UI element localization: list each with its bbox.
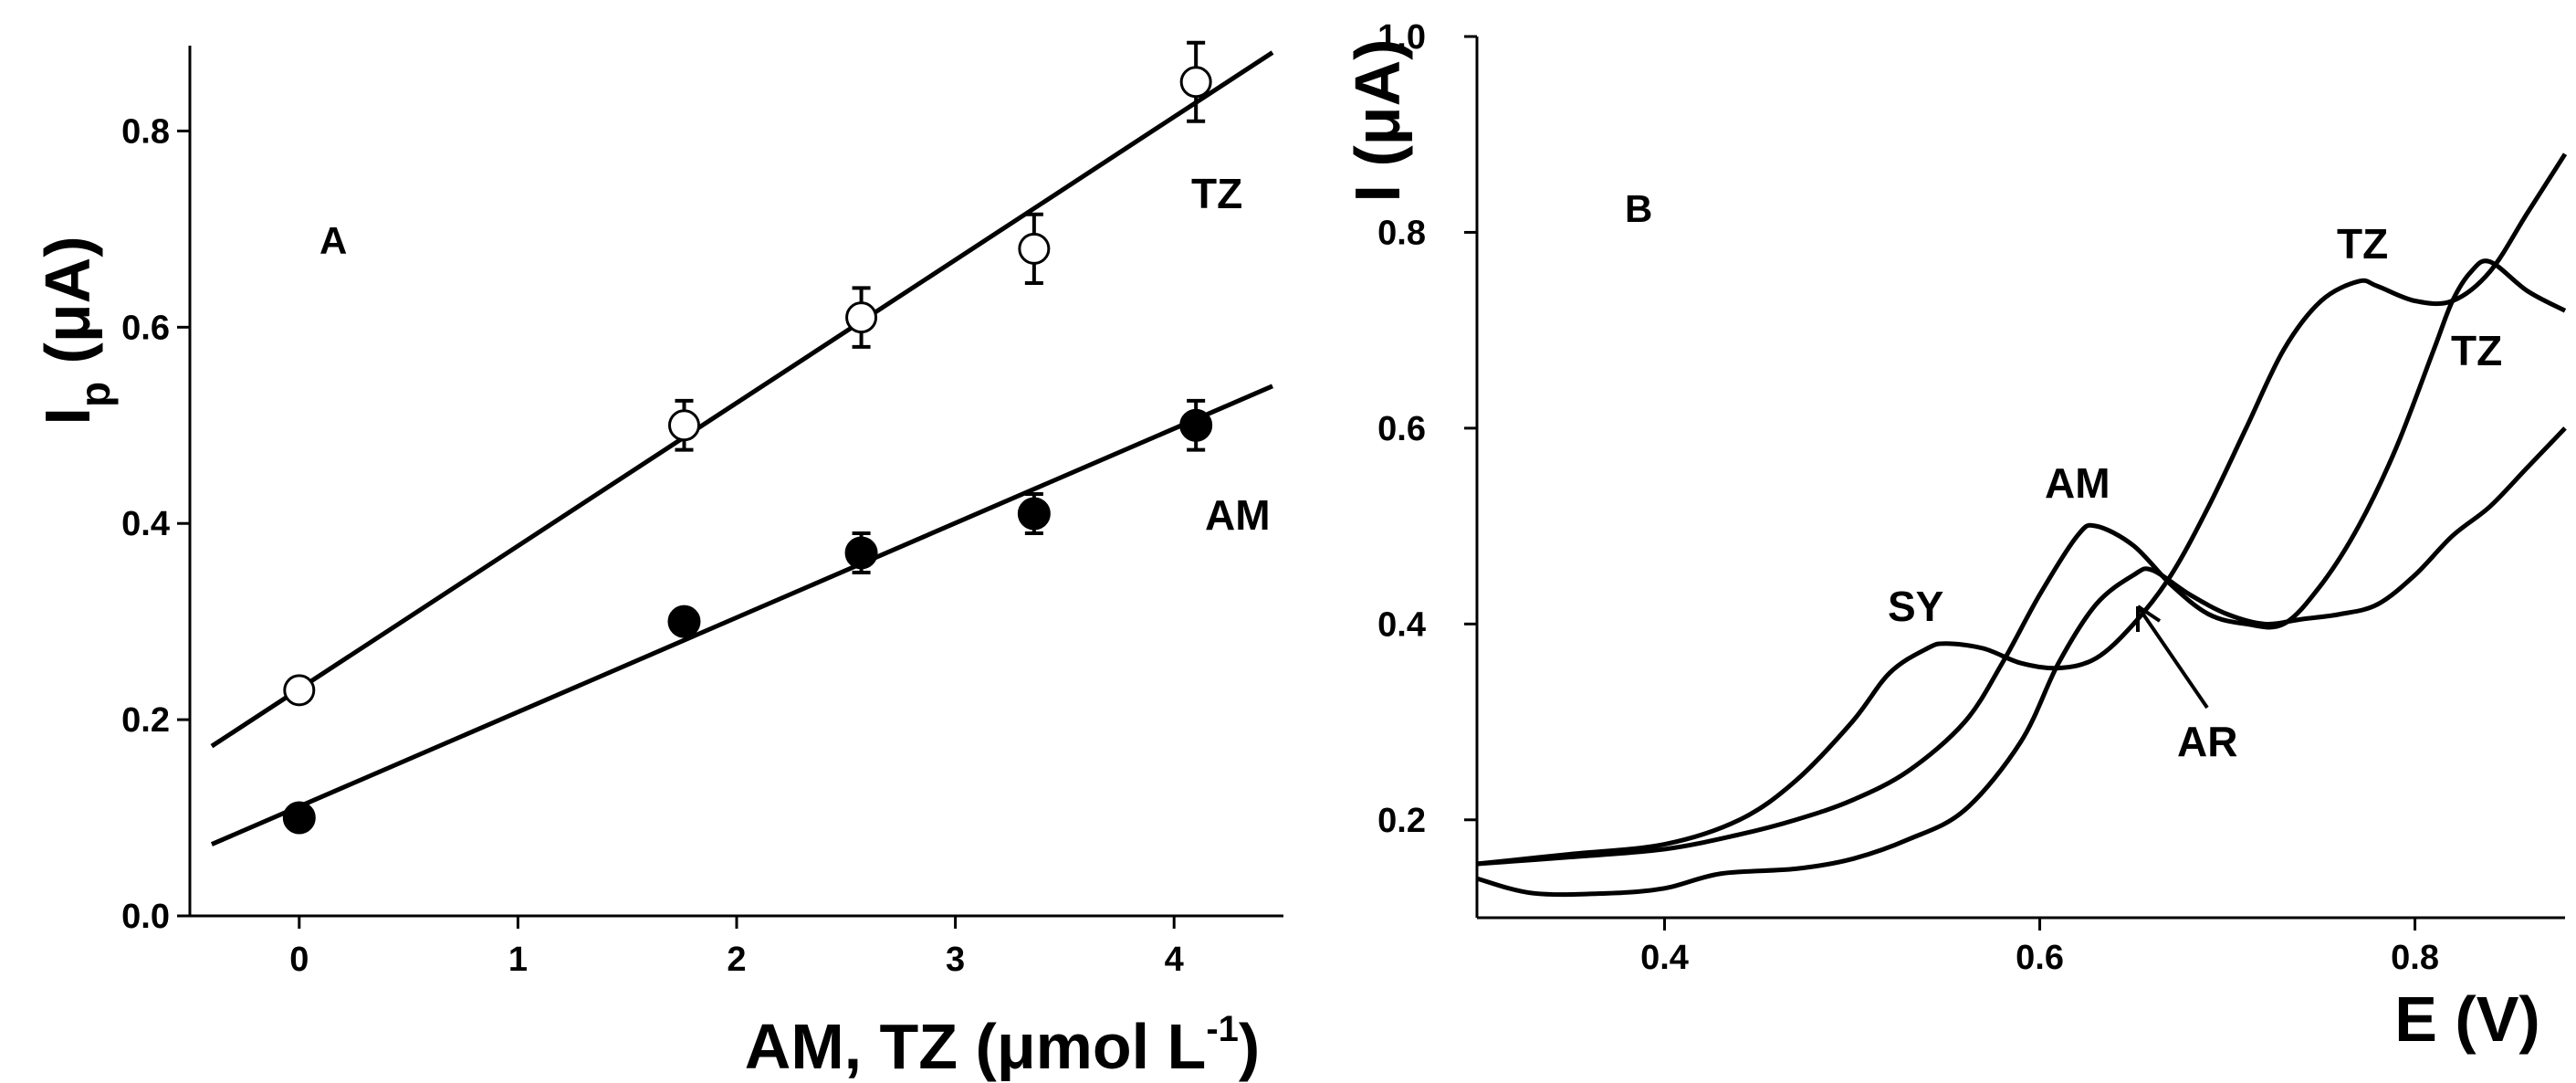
- panel-a-x-tick-label: 3: [946, 941, 965, 979]
- panel-a-y-tick-label: 0.4: [121, 505, 170, 543]
- panel-a-y-tick-label: 0.0: [121, 898, 170, 936]
- panel-a-fit-line-am: [210, 384, 1274, 846]
- panel-b-annotation-tz-2: TZ: [2451, 327, 2502, 374]
- panel-b-x-tick-label: 0.4: [1640, 939, 1689, 977]
- panel-a-label: A: [319, 219, 347, 262]
- panel-a-series-tz-label: TZ: [1191, 170, 1242, 217]
- panel-a-x-tick-label: 4: [1165, 941, 1184, 979]
- panel-b-label: B: [1625, 187, 1652, 230]
- panel-b-x-axis-title: E (V): [2394, 983, 2539, 1055]
- panel-a-y-axis-title: Ip (μA): [32, 236, 119, 425]
- panel-a-point-tz: [1018, 232, 1051, 265]
- panel-a-point-tz: [1179, 66, 1212, 99]
- panel-b-curve-3: [1476, 426, 2567, 898]
- panel-a-point-am: [844, 536, 878, 570]
- panel-a-point-am: [1179, 408, 1213, 442]
- panel-a-point-am: [1017, 497, 1051, 531]
- panel-b-y-axis-title: I (μA): [1342, 39, 1413, 203]
- panel-b-ar-arrow: [2136, 605, 2209, 710]
- panel-a-point-tz: [845, 301, 878, 334]
- panel-b-annotation-sy: SY: [1888, 583, 1943, 630]
- panel-b-y-tick-label: 0.2: [1377, 802, 1426, 840]
- panel-a-marks: [210, 40, 1274, 846]
- panel-a-fit-line-tz: [210, 50, 1274, 749]
- panel-a-ticks: 0 1 2 3 4 0.0 0.2 0.4 0.6 0.8: [121, 112, 1184, 979]
- panel-b-y-tick-label: 0.8: [1377, 214, 1426, 252]
- panel-b-y-tick-label: 0.4: [1377, 605, 1426, 644]
- panel-b-x-tick-label: 0.6: [2016, 939, 2064, 977]
- panel-a-y-tick-label: 0.6: [121, 309, 170, 347]
- panel-a-point-tz: [283, 674, 316, 707]
- panel-a-x-tick-label: 0: [289, 941, 309, 979]
- panel-a-chart: 0 1 2 3 4 0.0 0.2 0.4 0.6 0.8 A TZ AM AM, TZ (μmo…: [32, 40, 1283, 1082]
- panel-a-point-am: [282, 801, 316, 835]
- panel-b-annotation-ar: AR: [2177, 718, 2237, 765]
- panel-b-y-tick-label: 1.0: [1377, 18, 1426, 57]
- panel-a-y-tick-label: 0.2: [121, 701, 170, 740]
- panel-b-curve-1: [1476, 152, 2568, 867]
- panel-b-chart: 0.4 0.6 0.8 0.2 0.4 0.6 0.8 1.0 B SY AM TZ TZ A…: [1342, 18, 2568, 1055]
- panel-a-point-am: [667, 605, 701, 638]
- panel-b-annotation-tz-1: TZ: [2337, 220, 2388, 268]
- panel-a-x-tick-label: 2: [727, 941, 746, 979]
- panel-b-curve-2: [1476, 258, 2567, 867]
- panel-a-y-tick-label: 0.8: [121, 112, 170, 151]
- panel-a-point-tz: [667, 409, 700, 442]
- panel-a-series-am-label: AM: [1205, 491, 1271, 539]
- panel-b-annotation-am: AM: [2045, 459, 2110, 507]
- panel-a-x-tick-label: 1: [508, 941, 528, 979]
- panel-b-x-tick-label: 0.8: [2391, 939, 2439, 977]
- panel-b-ticks: 0.4 0.6 0.8 0.2 0.4 0.6 0.8 1.0: [1377, 18, 2439, 977]
- panel-a-x-axis-title: AM, TZ (μmol L-1): [745, 1009, 1260, 1082]
- panel-b-marks: [1476, 152, 2568, 898]
- panel-b-y-tick-label: 0.6: [1377, 410, 1426, 448]
